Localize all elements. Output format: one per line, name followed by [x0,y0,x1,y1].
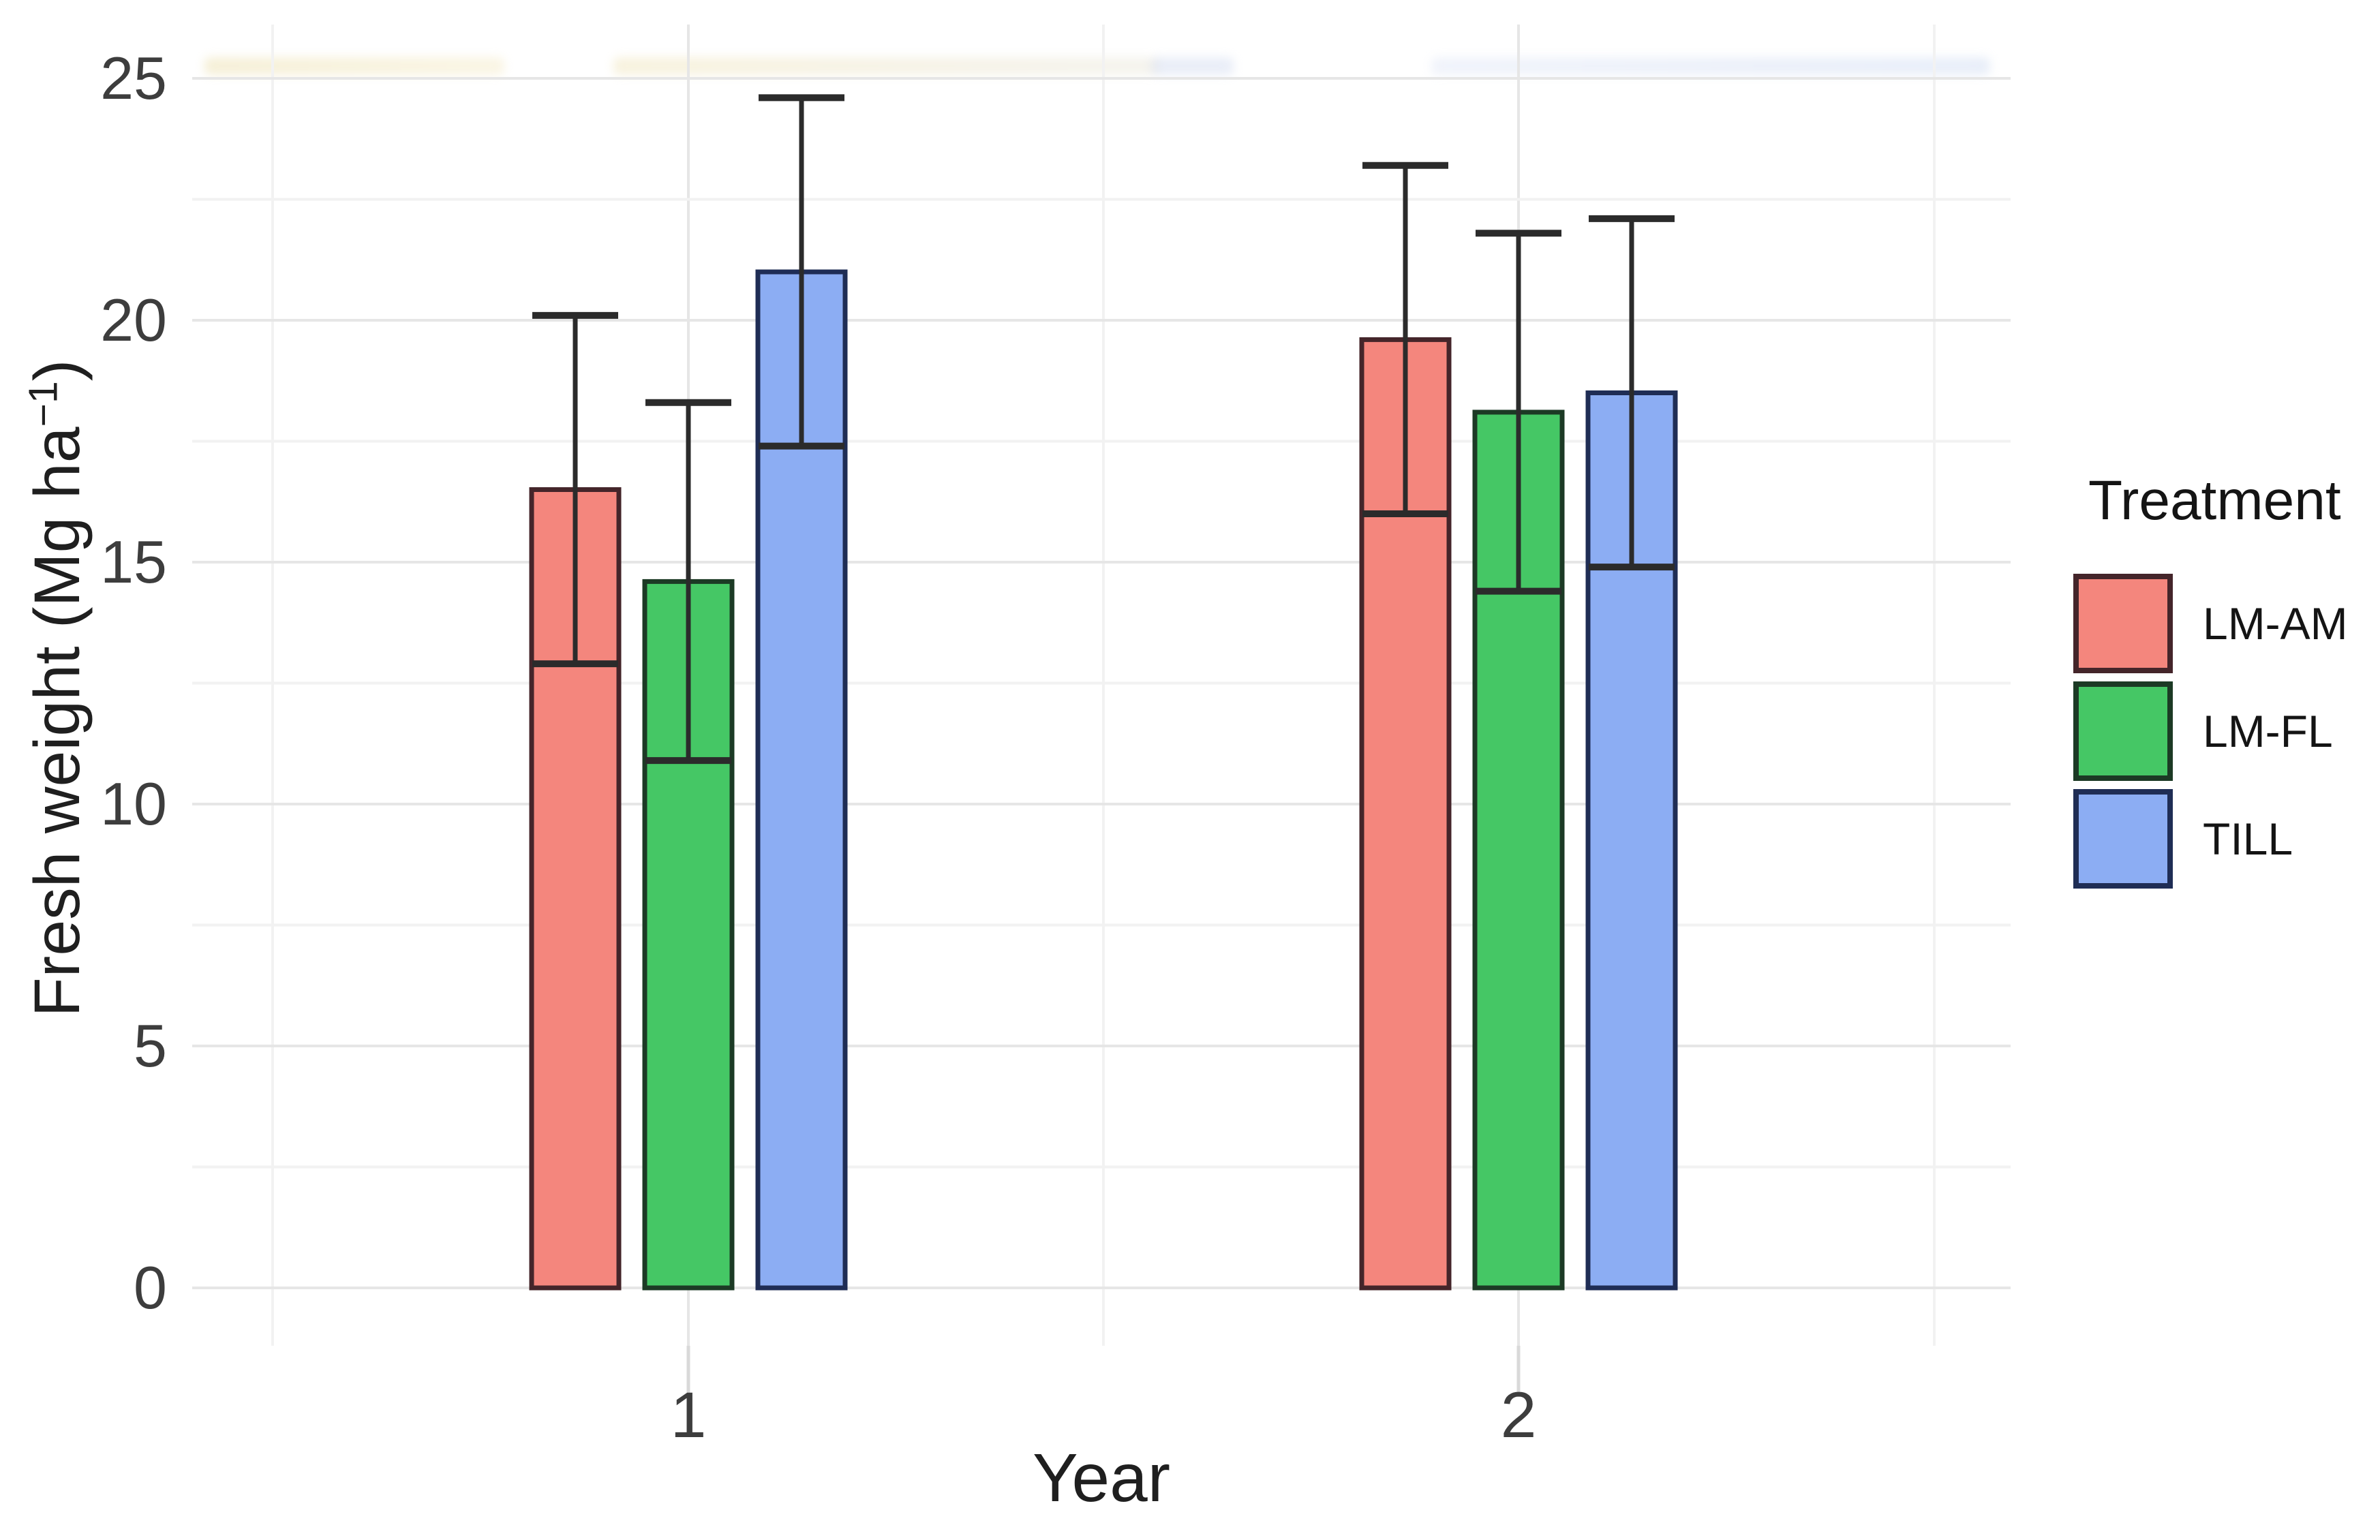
y-tick-label-5: 5 [134,1012,167,1079]
legend-key-swatch-till [2073,789,2173,889]
legend-key-swatch-lm-fl [2073,681,2173,781]
cropped-title-remnant [1431,57,1990,75]
y-tick-label-15: 15 [100,528,167,596]
legend: Treatment LM-AM LM-FL TILL [2073,469,2348,897]
y-tick-label-25: 25 [100,44,167,112]
cropped-title-remnant [613,57,1159,75]
x-tick-label-2: 2 [1500,1379,1537,1451]
legend-key-swatch-lm-am [2073,574,2173,673]
legend-item-lm-fl: LM-FL [2073,681,2348,781]
y-axis-title-close: ) [21,359,93,382]
y-tick-label-10: 10 [100,770,167,837]
x-tick-label-1: 1 [670,1379,707,1451]
cropped-title-remnant [204,57,504,75]
legend-items: LM-AM LM-FL TILL [2073,574,2348,889]
legend-label-lm-am: LM-AM [2203,598,2348,649]
x-axis-title: Year [1032,1440,1171,1516]
legend-label-lm-fl: LM-FL [2203,706,2333,756]
y-axis-title: Fresh weight (Mg ha−1) [20,360,95,1017]
y-tick-label-20: 20 [100,286,167,354]
legend-label-till: TILL [2203,814,2293,864]
legend-title: Treatment [2088,469,2341,532]
cropped-title-remnant [1152,57,1234,75]
legend-item-lm-am: LM-AM [2073,574,2348,673]
y-tick-label-0: 0 [134,1254,167,1321]
legend-item-till: TILL [2073,789,2348,889]
y-axis-title-superscript: −1 [21,381,66,427]
y-axis-title-text: Fresh weight (Mg ha [21,427,93,1017]
